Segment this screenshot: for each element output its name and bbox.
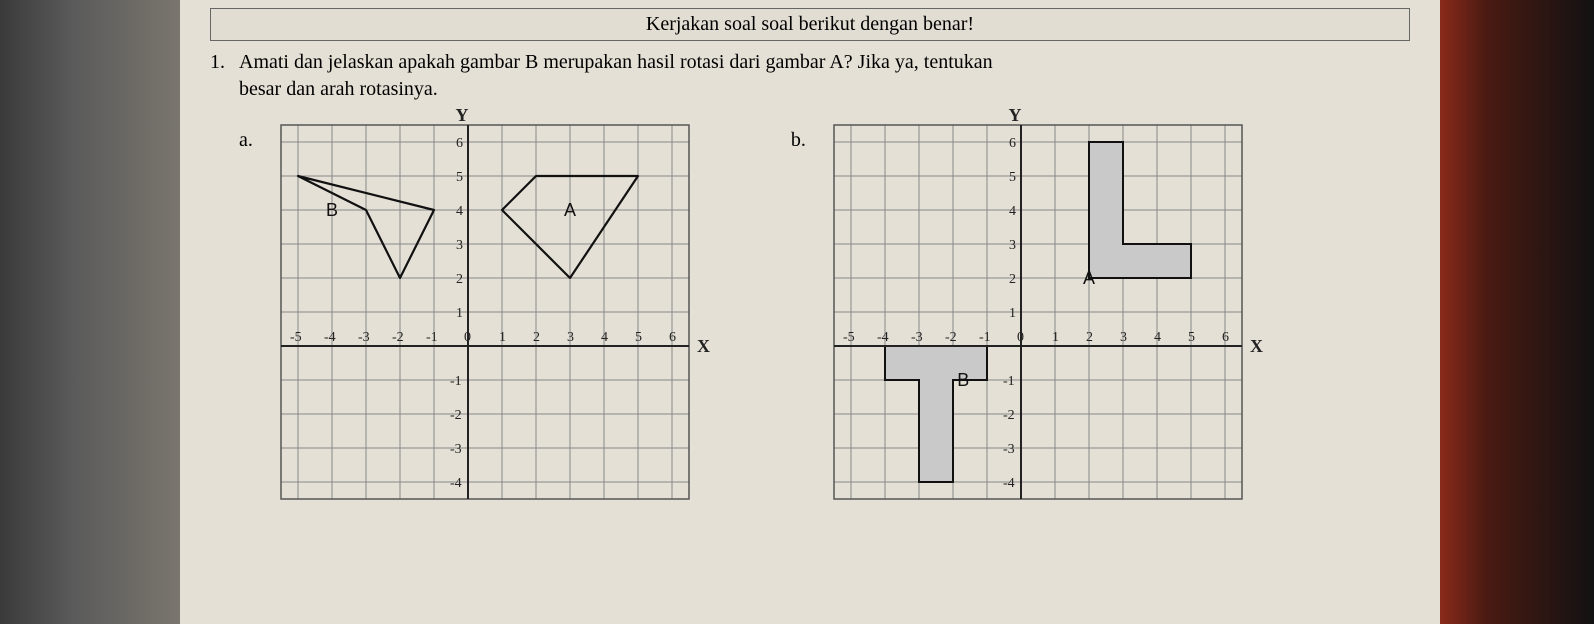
svg-text:-2: -2 (450, 408, 462, 423)
svg-text:X: X (1250, 336, 1263, 356)
svg-text:3: 3 (1120, 330, 1127, 345)
svg-text:-3: -3 (911, 330, 923, 345)
svg-text:4: 4 (1009, 204, 1016, 219)
instruction-text: Kerjakan soal soal berikut dengan benar! (646, 13, 974, 35)
svg-text:-4: -4 (324, 330, 336, 345)
svg-text:3: 3 (456, 238, 463, 253)
svg-text:3: 3 (1009, 238, 1016, 253)
svg-text:5: 5 (635, 330, 642, 345)
svg-text:4: 4 (1154, 330, 1161, 345)
chart-b: -5-4-3-2-10123456-4-3-2-1123456XYAB (816, 107, 1284, 517)
instruction-banner: Kerjakan soal soal berikut dengan benar! (210, 8, 1410, 41)
chart-b-label: b. (791, 107, 806, 154)
svg-text:0: 0 (464, 330, 471, 345)
photo-right-margin (1440, 0, 1594, 624)
svg-text:Y: Y (1008, 107, 1021, 125)
svg-text:X: X (697, 336, 710, 356)
svg-text:-2: -2 (945, 330, 957, 345)
charts-row: a. -5-4-3-2-10123456-4-3-2-1123456XYAB b… (239, 107, 1410, 517)
svg-text:5: 5 (1188, 330, 1195, 345)
shape-label-B: B (326, 200, 338, 220)
svg-text:0: 0 (1017, 330, 1024, 345)
svg-text:5: 5 (456, 170, 463, 185)
question-line-2: besar dan arah rotasinya. (239, 78, 438, 100)
svg-text:-4: -4 (1003, 476, 1015, 491)
svg-text:2: 2 (1086, 330, 1093, 345)
svg-text:6: 6 (1009, 136, 1016, 151)
svg-text:-2: -2 (392, 330, 404, 345)
svg-text:-3: -3 (358, 330, 370, 345)
shape-label-A: A (564, 200, 576, 220)
chart-a-label: a. (239, 107, 253, 154)
svg-text:5: 5 (1009, 170, 1016, 185)
svg-text:Y: Y (455, 107, 468, 125)
chart-b-block: b. -5-4-3-2-10123456-4-3-2-1123456XYAB (791, 107, 1284, 517)
svg-text:2: 2 (456, 272, 463, 287)
svg-text:-1: -1 (979, 330, 991, 345)
svg-text:2: 2 (1009, 272, 1016, 287)
svg-text:6: 6 (669, 330, 676, 345)
svg-text:6: 6 (456, 136, 463, 151)
photo-left-margin (0, 0, 180, 624)
chart-a-block: a. -5-4-3-2-10123456-4-3-2-1123456XYAB (239, 107, 731, 517)
svg-text:1: 1 (1009, 306, 1016, 321)
svg-text:3: 3 (567, 330, 574, 345)
svg-text:1: 1 (499, 330, 506, 345)
svg-text:-4: -4 (877, 330, 889, 345)
svg-text:-1: -1 (450, 374, 462, 389)
chart-a: -5-4-3-2-10123456-4-3-2-1123456XYAB (263, 107, 731, 517)
svg-text:1: 1 (1052, 330, 1059, 345)
svg-text:-3: -3 (1003, 442, 1015, 457)
question-1: 1. Amati dan jelaskan apakah gambar B me… (210, 49, 1410, 517)
svg-text:-1: -1 (426, 330, 438, 345)
svg-text:-4: -4 (450, 476, 462, 491)
svg-text:1: 1 (456, 306, 463, 321)
worksheet-page: Kerjakan soal soal berikut dengan benar!… (180, 0, 1440, 624)
shape-label-B: B (957, 370, 969, 390)
svg-text:-5: -5 (290, 330, 302, 345)
svg-text:2: 2 (533, 330, 540, 345)
svg-text:4: 4 (456, 204, 463, 219)
svg-text:-1: -1 (1003, 374, 1015, 389)
svg-text:4: 4 (601, 330, 608, 345)
question-number: 1. (210, 49, 225, 517)
svg-text:-5: -5 (843, 330, 855, 345)
svg-text:-3: -3 (450, 442, 462, 457)
svg-text:-2: -2 (1003, 408, 1015, 423)
question-line-1: Amati dan jelaskan apakah gambar B merup… (239, 51, 993, 73)
shape-label-A: A (1083, 268, 1095, 288)
question-text: Amati dan jelaskan apakah gambar B merup… (239, 49, 1410, 517)
svg-text:6: 6 (1222, 330, 1229, 345)
